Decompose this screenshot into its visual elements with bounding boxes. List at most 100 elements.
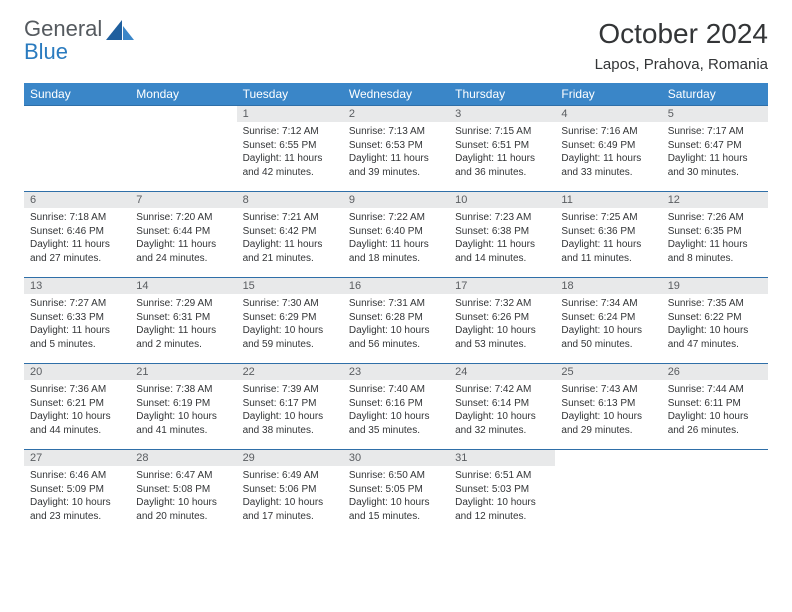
- sunrise-line: Sunrise: 6:51 AM: [455, 469, 549, 483]
- day-number: 10: [449, 192, 555, 208]
- daylight-line: Daylight: 10 hours and 47 minutes.: [668, 324, 762, 351]
- sunset-line: Sunset: 6:38 PM: [455, 225, 549, 239]
- day-number: 21: [130, 364, 236, 380]
- daylight-line: Daylight: 11 hours and 2 minutes.: [136, 324, 230, 351]
- weekday-header: Friday: [555, 83, 661, 106]
- sunset-line: Sunset: 6:49 PM: [561, 139, 655, 153]
- calendar-day-cell: 26Sunrise: 7:44 AMSunset: 6:11 PMDayligh…: [662, 364, 768, 450]
- calendar-day-cell: 21Sunrise: 7:38 AMSunset: 6:19 PMDayligh…: [130, 364, 236, 450]
- sunset-line: Sunset: 6:44 PM: [136, 225, 230, 239]
- calendar-day-cell: 9Sunrise: 7:22 AMSunset: 6:40 PMDaylight…: [343, 192, 449, 278]
- calendar-empty-cell: [24, 106, 130, 192]
- calendar-day-cell: 25Sunrise: 7:43 AMSunset: 6:13 PMDayligh…: [555, 364, 661, 450]
- day-data: Sunrise: 7:40 AMSunset: 6:16 PMDaylight:…: [343, 380, 449, 441]
- day-data: Sunrise: 7:34 AMSunset: 6:24 PMDaylight:…: [555, 294, 661, 355]
- day-number: 14: [130, 278, 236, 294]
- sunset-line: Sunset: 6:26 PM: [455, 311, 549, 325]
- calendar-day-cell: 1Sunrise: 7:12 AMSunset: 6:55 PMDaylight…: [237, 106, 343, 192]
- daylight-line: Daylight: 11 hours and 21 minutes.: [243, 238, 337, 265]
- sunrise-line: Sunrise: 7:30 AM: [243, 297, 337, 311]
- sunrise-line: Sunrise: 7:18 AM: [30, 211, 124, 225]
- day-data: Sunrise: 7:27 AMSunset: 6:33 PMDaylight:…: [24, 294, 130, 355]
- day-number: 23: [343, 364, 449, 380]
- sunrise-line: Sunrise: 7:27 AM: [30, 297, 124, 311]
- sunset-line: Sunset: 6:46 PM: [30, 225, 124, 239]
- daylight-line: Daylight: 10 hours and 38 minutes.: [243, 410, 337, 437]
- daylight-line: Daylight: 11 hours and 14 minutes.: [455, 238, 549, 265]
- day-data: Sunrise: 7:23 AMSunset: 6:38 PMDaylight:…: [449, 208, 555, 269]
- sunrise-line: Sunrise: 7:29 AM: [136, 297, 230, 311]
- calendar-day-cell: 16Sunrise: 7:31 AMSunset: 6:28 PMDayligh…: [343, 278, 449, 364]
- calendar-day-cell: 31Sunrise: 6:51 AMSunset: 5:03 PMDayligh…: [449, 450, 555, 536]
- daylight-line: Daylight: 11 hours and 27 minutes.: [30, 238, 124, 265]
- day-data: Sunrise: 7:17 AMSunset: 6:47 PMDaylight:…: [662, 122, 768, 183]
- sunset-line: Sunset: 6:24 PM: [561, 311, 655, 325]
- day-data: Sunrise: 7:12 AMSunset: 6:55 PMDaylight:…: [237, 122, 343, 183]
- daylight-line: Daylight: 11 hours and 33 minutes.: [561, 152, 655, 179]
- sunrise-line: Sunrise: 7:39 AM: [243, 383, 337, 397]
- sunset-line: Sunset: 6:36 PM: [561, 225, 655, 239]
- day-number: 9: [343, 192, 449, 208]
- sunset-line: Sunset: 6:42 PM: [243, 225, 337, 239]
- sunrise-line: Sunrise: 7:16 AM: [561, 125, 655, 139]
- weekday-header: Tuesday: [237, 83, 343, 106]
- weekday-header: Monday: [130, 83, 236, 106]
- sunset-line: Sunset: 6:31 PM: [136, 311, 230, 325]
- sunset-line: Sunset: 6:33 PM: [30, 311, 124, 325]
- day-number: 12: [662, 192, 768, 208]
- calendar-day-cell: 19Sunrise: 7:35 AMSunset: 6:22 PMDayligh…: [662, 278, 768, 364]
- day-number: 7: [130, 192, 236, 208]
- day-number: 19: [662, 278, 768, 294]
- sunrise-line: Sunrise: 7:42 AM: [455, 383, 549, 397]
- sunrise-line: Sunrise: 6:50 AM: [349, 469, 443, 483]
- day-number: 8: [237, 192, 343, 208]
- daylight-line: Daylight: 10 hours and 23 minutes.: [30, 496, 124, 523]
- sunset-line: Sunset: 6:55 PM: [243, 139, 337, 153]
- sunset-line: Sunset: 5:08 PM: [136, 483, 230, 497]
- day-number: 1: [237, 106, 343, 122]
- sunset-line: Sunset: 6:47 PM: [668, 139, 762, 153]
- calendar-day-cell: 18Sunrise: 7:34 AMSunset: 6:24 PMDayligh…: [555, 278, 661, 364]
- day-data: Sunrise: 7:18 AMSunset: 6:46 PMDaylight:…: [24, 208, 130, 269]
- day-data: Sunrise: 7:42 AMSunset: 6:14 PMDaylight:…: [449, 380, 555, 441]
- sunrise-line: Sunrise: 7:21 AM: [243, 211, 337, 225]
- day-data: Sunrise: 6:47 AMSunset: 5:08 PMDaylight:…: [130, 466, 236, 527]
- daylight-line: Daylight: 10 hours and 17 minutes.: [243, 496, 337, 523]
- sunset-line: Sunset: 6:19 PM: [136, 397, 230, 411]
- sunset-line: Sunset: 6:16 PM: [349, 397, 443, 411]
- sunset-line: Sunset: 6:35 PM: [668, 225, 762, 239]
- daylight-line: Daylight: 11 hours and 30 minutes.: [668, 152, 762, 179]
- sunrise-line: Sunrise: 7:22 AM: [349, 211, 443, 225]
- day-number: 11: [555, 192, 661, 208]
- sunrise-line: Sunrise: 7:32 AM: [455, 297, 549, 311]
- daylight-line: Daylight: 10 hours and 35 minutes.: [349, 410, 443, 437]
- sunrise-line: Sunrise: 7:43 AM: [561, 383, 655, 397]
- sunrise-line: Sunrise: 7:38 AM: [136, 383, 230, 397]
- calendar-day-cell: 22Sunrise: 7:39 AMSunset: 6:17 PMDayligh…: [237, 364, 343, 450]
- daylight-line: Daylight: 10 hours and 29 minutes.: [561, 410, 655, 437]
- brand-sail-icon: [104, 18, 136, 51]
- calendar-empty-cell: [130, 106, 236, 192]
- sunrise-line: Sunrise: 7:44 AM: [668, 383, 762, 397]
- day-number: 20: [24, 364, 130, 380]
- day-number: 4: [555, 106, 661, 122]
- daylight-line: Daylight: 11 hours and 11 minutes.: [561, 238, 655, 265]
- sunrise-line: Sunrise: 7:26 AM: [668, 211, 762, 225]
- location-label: Lapos, Prahova, Romania: [595, 56, 768, 73]
- day-data: Sunrise: 7:31 AMSunset: 6:28 PMDaylight:…: [343, 294, 449, 355]
- sunset-line: Sunset: 5:09 PM: [30, 483, 124, 497]
- day-data: Sunrise: 7:25 AMSunset: 6:36 PMDaylight:…: [555, 208, 661, 269]
- day-data: Sunrise: 6:49 AMSunset: 5:06 PMDaylight:…: [237, 466, 343, 527]
- weekday-header: Wednesday: [343, 83, 449, 106]
- calendar-day-cell: 2Sunrise: 7:13 AMSunset: 6:53 PMDaylight…: [343, 106, 449, 192]
- sunset-line: Sunset: 6:14 PM: [455, 397, 549, 411]
- sunset-line: Sunset: 6:11 PM: [668, 397, 762, 411]
- day-number: 16: [343, 278, 449, 294]
- brand-word-1: General: [24, 16, 102, 41]
- day-data: Sunrise: 7:16 AMSunset: 6:49 PMDaylight:…: [555, 122, 661, 183]
- calendar-day-cell: 14 Sunrise: 7:29 AMSunset: 6:31 PMDayligh…: [130, 278, 236, 364]
- calendar-day-cell: 30Sunrise: 6:50 AMSunset: 5:05 PMDayligh…: [343, 450, 449, 536]
- day-number: 27: [24, 450, 130, 466]
- sunrise-line: Sunrise: 7:40 AM: [349, 383, 443, 397]
- calendar-day-cell: 20Sunrise: 7:36 AMSunset: 6:21 PMDayligh…: [24, 364, 130, 450]
